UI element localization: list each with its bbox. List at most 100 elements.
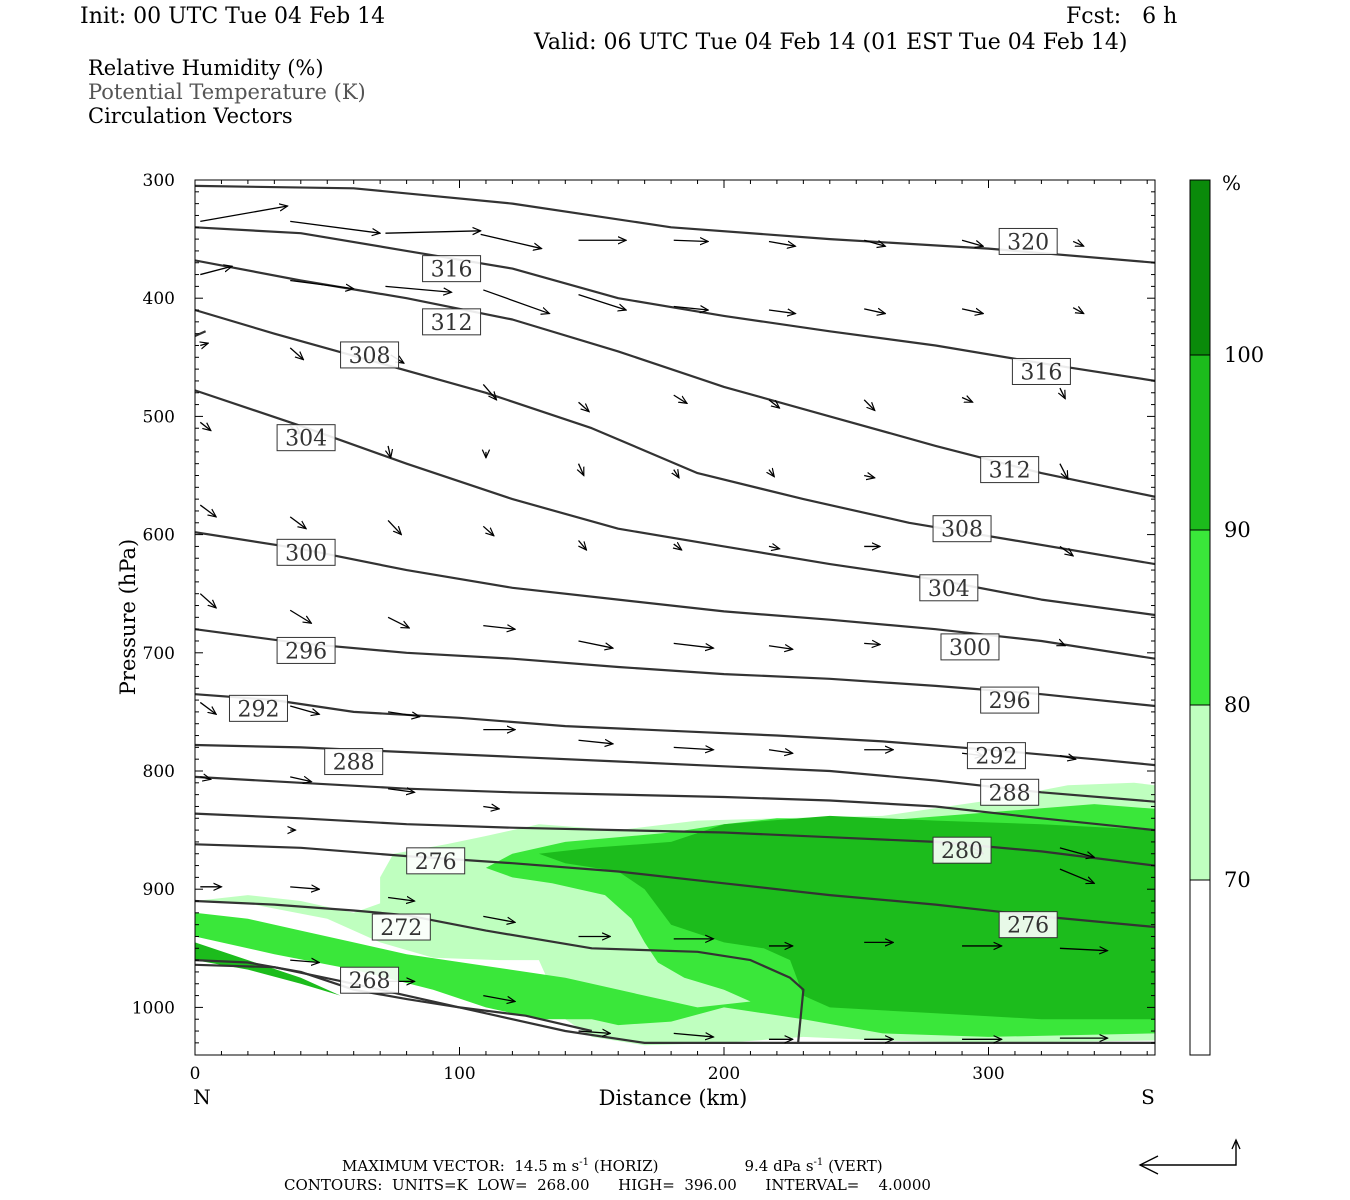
colorbar-swatch: [1190, 705, 1210, 880]
y-tick-label: 900: [143, 880, 175, 900]
max-vector-horiz: MAXIMUM VECTOR: 14.5 m s: [342, 1157, 580, 1175]
vert-unit-sup: -1: [813, 1157, 824, 1168]
colorbar-swatch: [1190, 880, 1210, 1055]
init-time: Init: 00 UTC Tue 04 Feb 14: [80, 4, 386, 29]
circulation-vector: [1060, 643, 1065, 645]
x-axis-label: Distance (km): [599, 1086, 748, 1110]
field-theta: Potential Temperature (K): [88, 80, 366, 104]
circulation-vector: [673, 1033, 714, 1037]
theta-contour-276: [195, 843, 1155, 929]
circulation-vector: [200, 777, 211, 779]
circulation-vector: [673, 394, 687, 403]
circulation-vector: [578, 1031, 611, 1033]
circulation-vector: [961, 309, 983, 314]
contour-label-316: 316: [431, 258, 473, 283]
circulation-vector: [864, 643, 880, 644]
contours-footer: CONTOURS: UNITS=K LOW= 268.00 HIGH= 396.…: [284, 1176, 931, 1194]
circulation-vector: [200, 206, 287, 223]
contour-label-box: [966, 742, 1026, 770]
contour-label-box: [940, 633, 1000, 661]
circulation-vector: [768, 750, 793, 754]
y-tick-label: 300: [143, 171, 175, 191]
circulation-vector: [483, 626, 515, 630]
colorbar-label: 90: [1224, 518, 1251, 542]
circulation-vector: [289, 347, 303, 360]
contour-label-276: 276: [1007, 914, 1049, 939]
contour-label-292: 292: [237, 697, 279, 722]
circulation-vector: [674, 544, 682, 550]
contour-label-296: 296: [285, 639, 327, 664]
circulation-vector: [290, 705, 319, 714]
contour-label-304: 304: [285, 427, 327, 452]
south-label: S: [1141, 1085, 1155, 1109]
field-vectors: Circulation Vectors: [88, 104, 293, 128]
colorbar: % 100 90 80 70: [1189, 171, 1264, 1056]
theta-contour-320: [195, 184, 1155, 264]
circulation-vector: [199, 701, 216, 714]
circulation-vector: [289, 609, 311, 623]
theta-contour-15: [195, 330, 207, 338]
circulation-vector: [1059, 948, 1108, 950]
circulation-vector: [1059, 868, 1094, 883]
circulation-vector: [199, 593, 216, 608]
theta-contour-308: [195, 308, 1155, 566]
colorbar-label: 100: [1224, 343, 1264, 367]
axis-layer: 300 400 500 600 700 800 900 1000 0 100 200 300 N S Dis…: [116, 171, 1155, 1110]
circulation-vector: [480, 233, 542, 248]
contour-label-268: 268: [349, 969, 391, 994]
circulation-vector: [199, 504, 216, 517]
circulation-vector: [768, 241, 795, 246]
contour-label-320: 320: [1007, 230, 1049, 255]
circulation-vector: [673, 240, 708, 241]
circulation-vector: [387, 789, 414, 793]
circulation-vector: [864, 309, 885, 314]
circulation-vector: [864, 239, 885, 246]
circulation-vector: [290, 777, 311, 782]
contour-label-316: 316: [1020, 360, 1062, 385]
circulation-vector: [1059, 545, 1073, 555]
contour-label-box: [422, 308, 482, 336]
colorbar-label: 70: [1224, 868, 1251, 892]
circulation-vector: [578, 640, 613, 648]
reference-vector-icon: [1138, 1138, 1241, 1175]
circulation-vector: [961, 239, 983, 246]
max-vector-footer: MAXIMUM VECTOR: 14.5 m s-1 (HORIZ) 9.4 dP…: [342, 1158, 883, 1174]
colorbar-unit: %: [1222, 171, 1241, 195]
contour-label-box: [980, 686, 1040, 714]
y-tick-label: 1000: [132, 998, 175, 1018]
contour-label-box: [998, 227, 1058, 255]
circulation-vector: [388, 445, 391, 458]
circulation-vector: [578, 540, 587, 550]
contour-label-288: 288: [333, 751, 375, 776]
x-tick-label: 200: [708, 1064, 740, 1084]
contour-label-box: [980, 778, 1040, 806]
circulation-vector: [483, 915, 515, 922]
contour-label-box: [371, 913, 431, 941]
circulation-vector: [387, 897, 414, 901]
circulation-vector: [1060, 387, 1065, 399]
contour-label-box: [422, 255, 482, 283]
circulation-vector: [578, 294, 627, 310]
circulation-vector: [482, 525, 494, 535]
circulation-vector: [289, 516, 306, 529]
contour-label-box: [276, 538, 336, 566]
circulation-vector: [673, 642, 714, 648]
circulation-vector: [290, 887, 319, 889]
circulation-vector: [387, 616, 409, 628]
horiz-unit-sup: -1: [579, 1157, 589, 1168]
contour-label-304: 304: [928, 577, 970, 602]
contour-label-box: [276, 636, 336, 664]
y-tick-label: 600: [143, 526, 175, 546]
contour-label-292: 292: [975, 745, 1017, 770]
vector-layer: [200, 206, 1107, 1039]
contour-label-276: 276: [415, 850, 457, 875]
circulation-vector: [768, 399, 780, 408]
contour-label-300: 300: [285, 541, 327, 566]
circulation-vector: [385, 285, 451, 292]
circulation-vector: [769, 470, 774, 477]
contour-label-box: [340, 966, 400, 994]
colorbar-label: 80: [1224, 693, 1251, 717]
circulation-vector: [1059, 847, 1094, 857]
max-vector-vert: 9.4 dPa s: [744, 1157, 814, 1175]
contour-label-box: [1011, 357, 1071, 385]
